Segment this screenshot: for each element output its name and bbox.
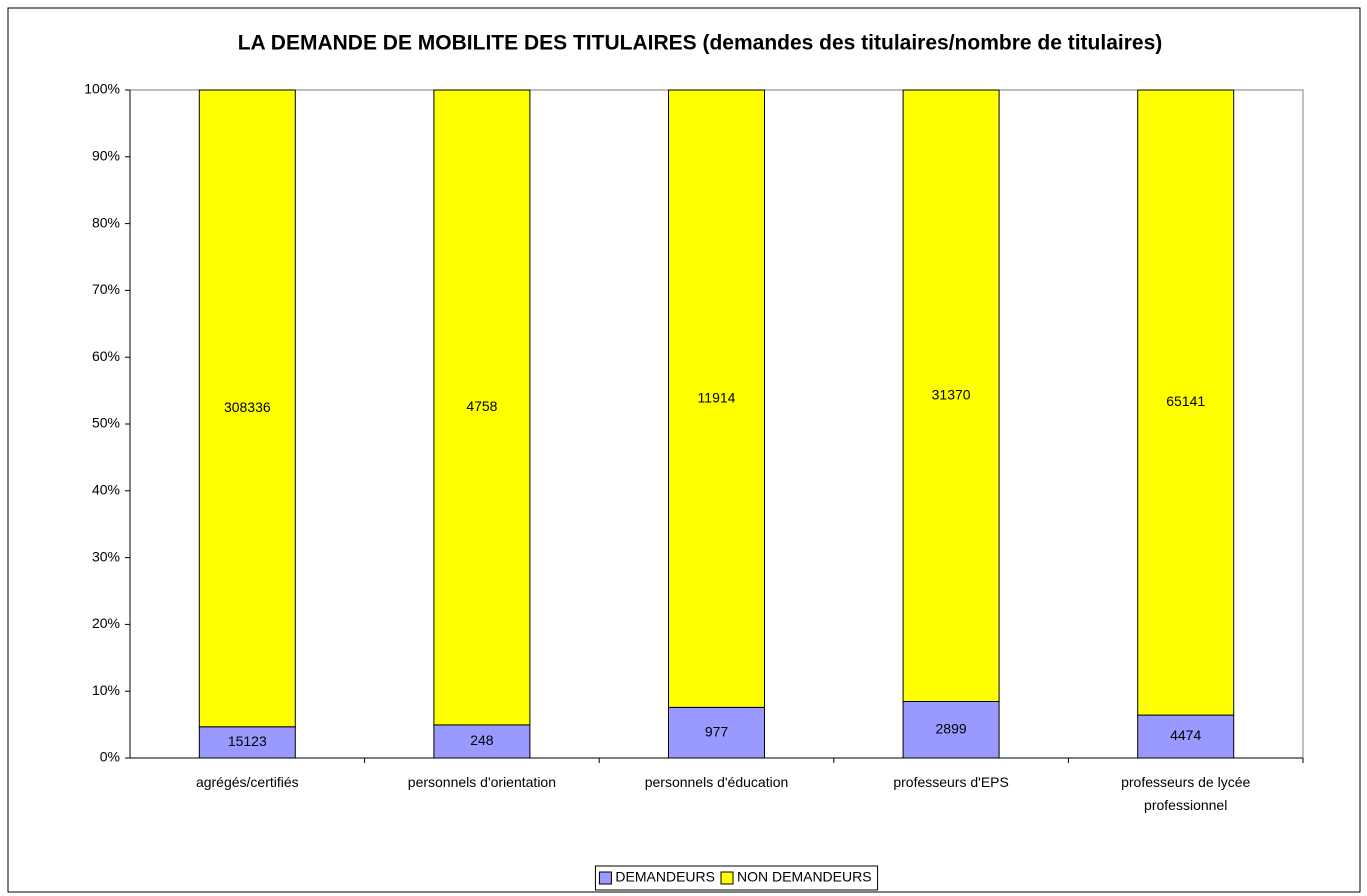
y-tick-label: 80%	[92, 214, 120, 230]
legend-box	[594, 865, 879, 891]
legend-label: DEMANDEURS	[615, 869, 715, 885]
bar-segment	[902, 89, 1000, 702]
label-line: personnels d'orientation	[408, 774, 556, 790]
chart-title: LA DEMANDE DE MOBILITE DES TITULAIRES (d…	[238, 32, 1163, 55]
data-label: 65141	[1166, 393, 1205, 409]
legend-swatch	[720, 871, 734, 885]
data-label: 2899	[936, 720, 967, 736]
bar-segment	[1137, 89, 1235, 716]
x-tick-label: professeurs d'EPS	[893, 774, 1009, 790]
y-tick-label: 10%	[92, 682, 120, 698]
y-tick-label: 100%	[84, 81, 120, 97]
y-tick-label: 50%	[92, 415, 120, 431]
bar-segment	[198, 726, 296, 759]
bar-segment	[433, 89, 531, 726]
legend-label: NON DEMANDEURS	[737, 869, 872, 885]
label-line: professeurs d'EPS	[893, 774, 1009, 790]
data-label: 977	[705, 723, 729, 739]
label-line: professionnel	[1144, 797, 1227, 813]
y-tick-label: 60%	[92, 348, 120, 364]
data-label: 248	[470, 732, 494, 748]
y-tick-label: 30%	[92, 548, 120, 564]
data-label: 4758	[466, 398, 497, 414]
legend-swatch	[598, 871, 612, 885]
label-line: professeurs de lycée	[1121, 774, 1250, 790]
bar-segment	[668, 89, 765, 708]
y-tick-label: 0%	[100, 749, 120, 765]
data-label: 15123	[228, 733, 267, 749]
bar-segment	[902, 700, 1000, 759]
data-label: 31370	[932, 386, 971, 402]
x-tick-label: agrégés/certifiés	[196, 774, 299, 790]
x-tick-label: professeurs de lycée professionnel	[1121, 774, 1250, 813]
bar-segment	[198, 89, 296, 728]
data-label: 308336	[224, 399, 271, 415]
y-tick-label: 90%	[92, 148, 120, 164]
y-tick-label: 20%	[92, 615, 120, 631]
legend: DEMANDEURS NON DEMANDEURS	[594, 865, 879, 891]
y-tick-label: 40%	[92, 482, 120, 498]
x-tick-label: personnels d'éducation	[645, 774, 789, 790]
bar-segment	[433, 724, 531, 759]
data-label: 11914	[698, 389, 736, 405]
x-tick-label: personnels d'orientation	[408, 774, 556, 790]
bar-segment	[1137, 714, 1235, 759]
label-line: agrégés/certifiés	[196, 774, 299, 790]
y-tick-label: 70%	[92, 281, 120, 297]
label-line: personnels d'éducation	[645, 774, 789, 790]
data-label: 4474	[1170, 727, 1201, 743]
